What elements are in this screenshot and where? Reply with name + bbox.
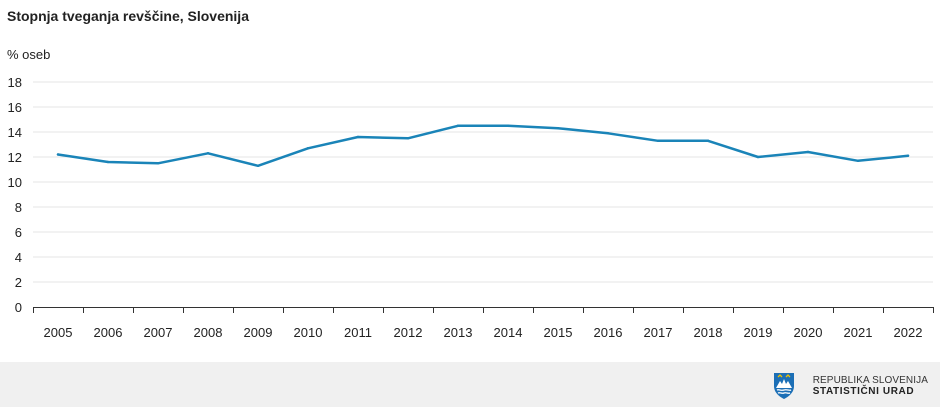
slovenia-coat-of-arms-icon	[773, 373, 794, 399]
y-tick-label-8: 8	[15, 200, 22, 215]
x-tick-label-2010: 2010	[294, 325, 323, 340]
data-point-2022	[906, 154, 910, 157]
x-tick-label-2011: 2011	[344, 325, 372, 340]
chart-title: Stopnja tveganja revščine, Slovenija	[7, 8, 249, 24]
data-point-2015	[556, 127, 560, 130]
data-point-2010	[306, 147, 310, 150]
x-tick-label-2015: 2015	[544, 325, 573, 340]
data-point-2007	[156, 162, 160, 165]
x-tick-label-2005: 2005	[44, 325, 73, 340]
footer: REPUBLIKA SLOVENIJA STATISTIČNI URAD	[0, 362, 940, 407]
data-point-2020	[806, 150, 810, 154]
y-tick-label-14: 14	[8, 125, 22, 140]
series-line-0	[56, 124, 910, 168]
y-tick-label-0: 0	[15, 300, 22, 315]
logo-line-republika: REPUBLIKA SLOVENIJA	[812, 375, 928, 386]
data-point-2008	[206, 152, 210, 155]
data-point-2017	[656, 139, 660, 142]
data-point-2016	[606, 132, 610, 135]
data-point-2018	[706, 139, 710, 142]
data-point-2011	[356, 135, 360, 139]
data-point-2013	[456, 124, 460, 127]
x-tick-label-2007: 2007	[144, 325, 173, 340]
data-point-2019	[756, 155, 760, 159]
x-tick-label-2009: 2009	[244, 325, 273, 340]
y-tick-label-18: 18	[8, 75, 22, 90]
x-tick-label-2013: 2013	[444, 325, 473, 340]
y-tick-label-2: 2	[15, 275, 22, 290]
x-tick-label-2019: 2019	[744, 325, 773, 340]
x-tick-label-2022: 2022	[894, 325, 923, 340]
x-tick-label-2006: 2006	[94, 325, 123, 340]
x-tick-label-2021: 2021	[844, 325, 873, 340]
data-point-2014	[506, 124, 510, 127]
data-point-2009	[256, 164, 260, 167]
x-tick-label-2018: 2018	[694, 325, 723, 340]
x-tick-label-2014: 2014	[494, 325, 523, 340]
line-chart: 0 2 4 6 8 10 12 14 16 18 2005 2006 2007 2008 2009 2010 2…	[8, 75, 934, 340]
y-tick-label-4: 4	[15, 250, 22, 265]
y-tick-label-10: 10	[8, 175, 22, 190]
x-tick-label-2020: 2020	[794, 325, 823, 340]
data-point-2012	[406, 137, 410, 140]
y-axis-label: % oseb	[7, 47, 51, 62]
x-tick-label-2012: 2012	[394, 325, 423, 340]
data-point-2006	[106, 160, 110, 164]
data-point-2021	[856, 159, 860, 162]
x-tick-label-2008: 2008	[194, 325, 223, 340]
y-tick-label-12: 12	[8, 150, 22, 165]
y-tick-label-16: 16	[8, 100, 22, 115]
sursi-logo[interactable]: REPUBLIKA SLOVENIJA STATISTIČNI URAD	[773, 372, 928, 400]
x-tick-label-2017: 2017	[644, 325, 673, 340]
y-tick-label-6: 6	[15, 225, 22, 240]
data-point-2005	[56, 153, 60, 156]
logo-line-statisticni-urad: STATISTIČNI URAD	[812, 386, 915, 397]
x-tick-label-2016: 2016	[594, 325, 623, 340]
